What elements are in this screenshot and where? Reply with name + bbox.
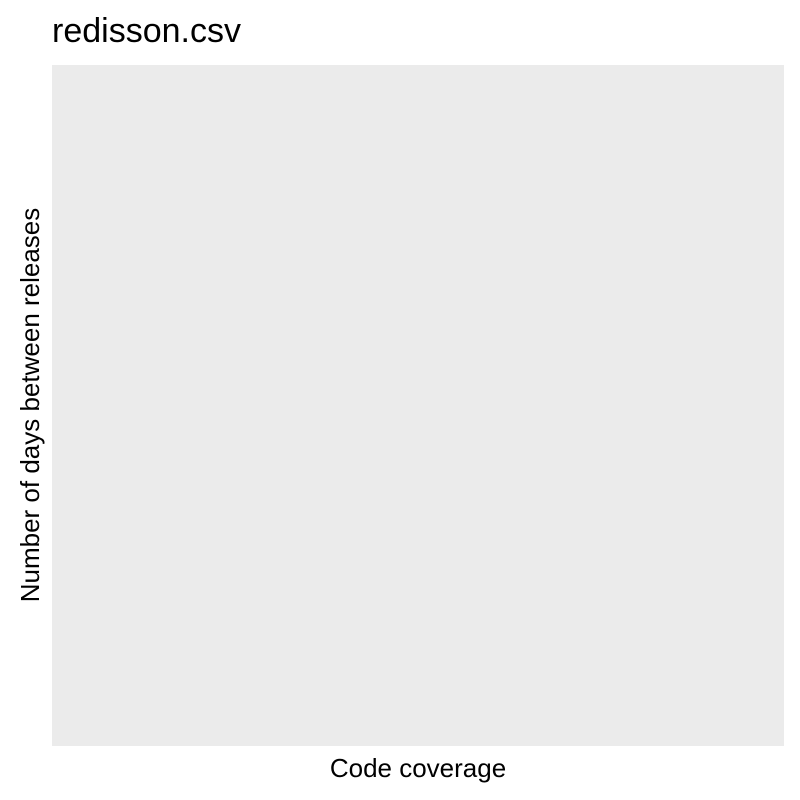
- x-axis-label: Code coverage: [329, 753, 507, 783]
- chart-title: redisson.csv: [52, 12, 241, 50]
- plot-panel: [52, 65, 784, 746]
- y-axis-label: Number of days between releases: [15, 207, 45, 603]
